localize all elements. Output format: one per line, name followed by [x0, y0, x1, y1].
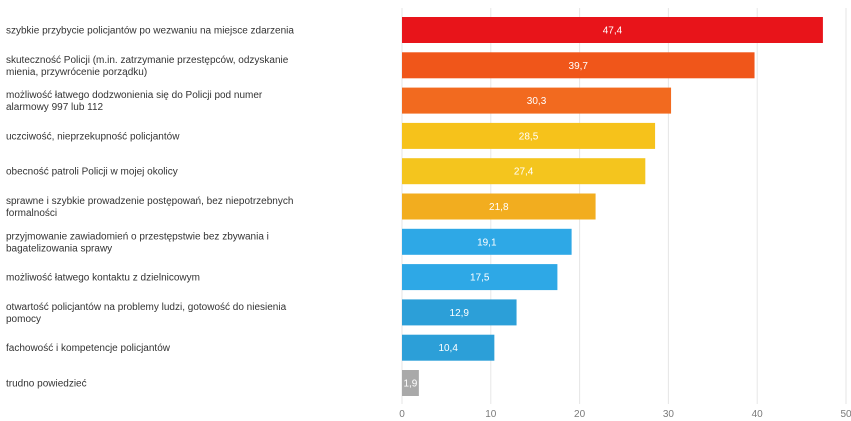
- bar-value-label: 47,4: [603, 26, 623, 37]
- bar: [402, 87, 672, 114]
- bar-value-label: 12,9: [450, 308, 470, 319]
- bar: [402, 17, 823, 43]
- x-tick-label: 0: [399, 409, 405, 420]
- bar-value-label: 27,4: [514, 167, 534, 178]
- category-label: możliwość łatwego dodzwonienia się do Po…: [6, 90, 263, 113]
- bar: [402, 52, 755, 79]
- bar-value-label: 21,8: [489, 202, 509, 213]
- x-tick-label: 30: [663, 409, 675, 420]
- x-tick-label: 10: [485, 409, 497, 420]
- bar: [402, 122, 656, 149]
- bar-value-label: 1,9: [403, 379, 417, 390]
- x-tick-label: 20: [574, 409, 586, 420]
- bar: [402, 370, 419, 396]
- x-tick-label: 50: [840, 409, 851, 420]
- category-label: sprawne i szybkie prowadzenie postępowań…: [6, 196, 293, 219]
- category-label: trudno powiedzieć: [6, 379, 87, 390]
- category-label: szybkie przybycie policjantów po wezwani…: [6, 26, 294, 37]
- bar-value-label: 10,4: [438, 343, 458, 354]
- bar-value-label: 19,1: [477, 237, 497, 248]
- bar: [402, 193, 596, 220]
- category-label: uczciwość, nieprzekupność policjantów: [6, 131, 180, 142]
- category-label: skuteczność Policji (m.in. zatrzymanie p…: [6, 55, 289, 78]
- bar-value-label: 39,7: [569, 61, 589, 72]
- category-label: obecność patroli Policji w mojej okolicy: [6, 167, 178, 178]
- bar-value-label: 17,5: [470, 273, 490, 284]
- bar-value-label: 28,5: [519, 131, 539, 142]
- bar: [402, 158, 646, 185]
- bar-value-label: 30,3: [527, 96, 547, 107]
- category-label: otwartość policjantów na problemy ludzi,…: [6, 302, 287, 325]
- bar: [402, 264, 558, 291]
- category-label: możliwość łatwego kontaktu z dzielnicowy…: [6, 273, 200, 284]
- category-label: przyjmowanie zawiadomień o przestępstwie…: [6, 231, 269, 254]
- bar: [402, 228, 572, 255]
- x-tick-label: 40: [752, 409, 764, 420]
- bar: [402, 299, 517, 326]
- bar: [402, 334, 495, 361]
- category-label: fachowość i kompetencje policjantów: [6, 343, 171, 354]
